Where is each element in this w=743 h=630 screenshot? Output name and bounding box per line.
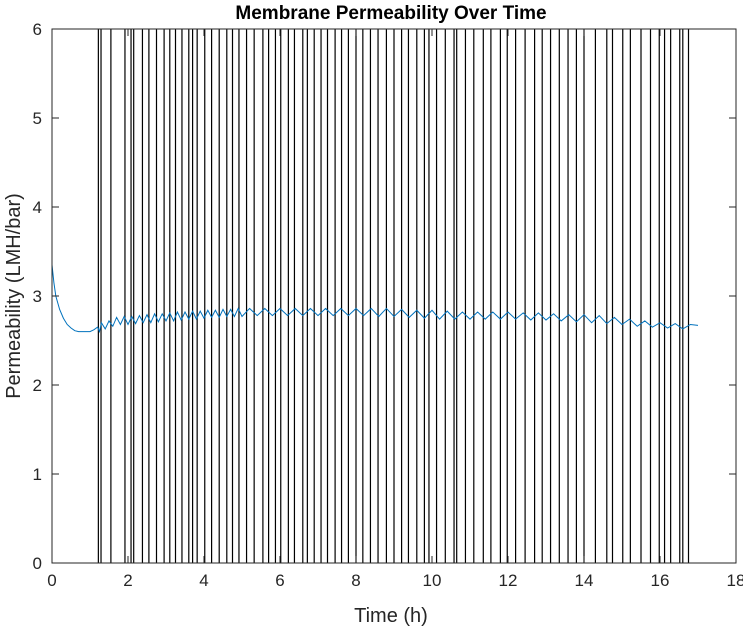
y-tick-label-6: 6 — [33, 20, 42, 39]
x-axis-label: Time (h) — [354, 605, 428, 627]
x-tick-label-7: 14 — [575, 571, 594, 590]
x-tick-label-0: 0 — [47, 571, 56, 590]
x-ticks-layer: 0 2 4 6 8 10 12 14 16 18 — [47, 29, 743, 590]
y-tick-label-3: 3 — [33, 287, 42, 306]
series-layer — [51, 264, 699, 334]
x-tick-label-2: 4 — [199, 571, 208, 590]
x-tick-label-4: 8 — [351, 571, 360, 590]
y-tick-label-2: 2 — [33, 376, 42, 395]
vertical-lines-layer — [97, 29, 690, 563]
y-ticks-layer: 0 1 2 3 4 5 6 — [33, 20, 736, 573]
x-tick-label-6: 12 — [499, 571, 518, 590]
y-axis-label: Permeability (LMH/bar) — [3, 193, 25, 399]
x-tick-label-8: 16 — [651, 571, 670, 590]
chart-title: Membrane Permeability Over Time — [235, 3, 546, 24]
y-tick-label-4: 4 — [33, 198, 42, 217]
series-line-0 — [51, 264, 699, 334]
y-tick-label-5: 5 — [33, 109, 42, 128]
y-tick-label-1: 1 — [33, 465, 42, 484]
x-tick-label-9: 18 — [727, 571, 743, 590]
x-tick-label-1: 2 — [123, 571, 132, 590]
x-tick-label-5: 10 — [423, 571, 442, 590]
y-tick-label-0: 0 — [33, 554, 42, 573]
x-tick-label-3: 6 — [275, 571, 284, 590]
